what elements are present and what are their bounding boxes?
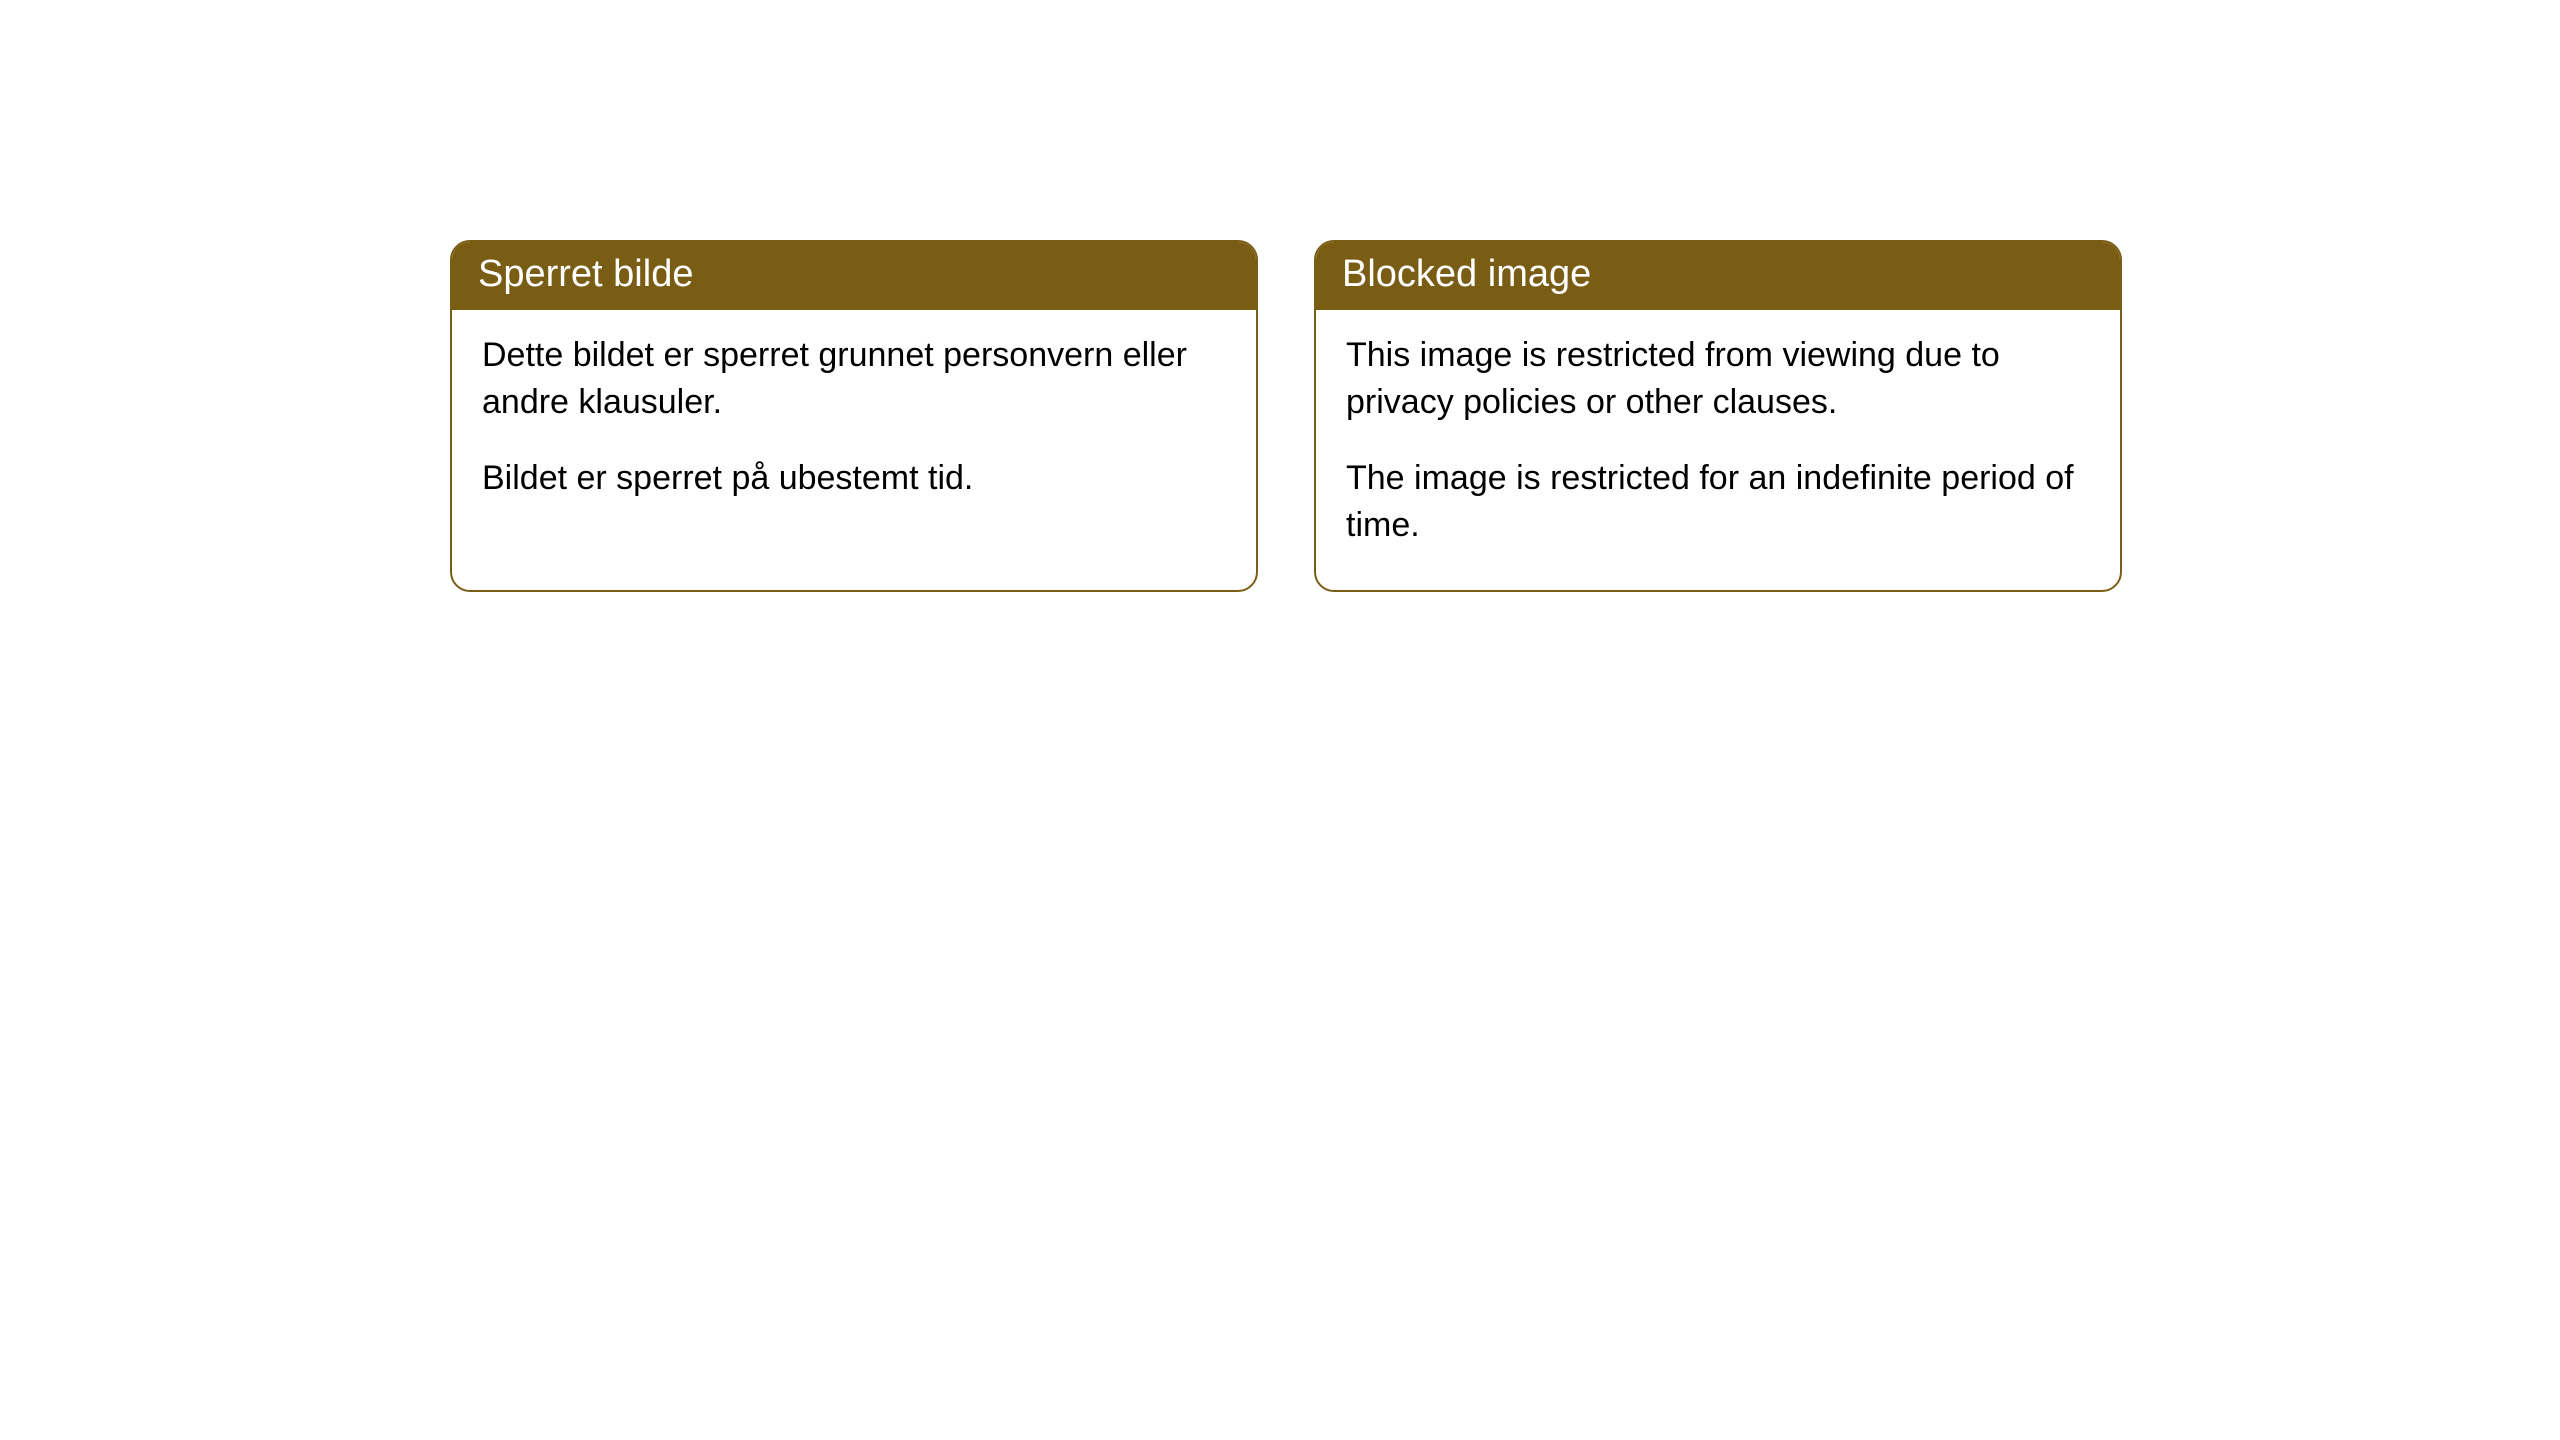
card-body: This image is restricted from viewing du… (1316, 310, 2120, 590)
card-paragraph: The image is restricted for an indefinit… (1346, 455, 2090, 550)
notice-card-english: Blocked image This image is restricted f… (1314, 240, 2122, 592)
card-paragraph: Dette bildet er sperret grunnet personve… (482, 332, 1226, 427)
card-body: Dette bildet er sperret grunnet personve… (452, 310, 1256, 543)
card-title: Sperret bilde (452, 242, 1256, 310)
notice-card-norwegian: Sperret bilde Dette bildet er sperret gr… (450, 240, 1258, 592)
card-paragraph: This image is restricted from viewing du… (1346, 332, 2090, 427)
card-title: Blocked image (1316, 242, 2120, 310)
card-paragraph: Bildet er sperret på ubestemt tid. (482, 455, 1226, 503)
notice-container: Sperret bilde Dette bildet er sperret gr… (0, 0, 2560, 592)
